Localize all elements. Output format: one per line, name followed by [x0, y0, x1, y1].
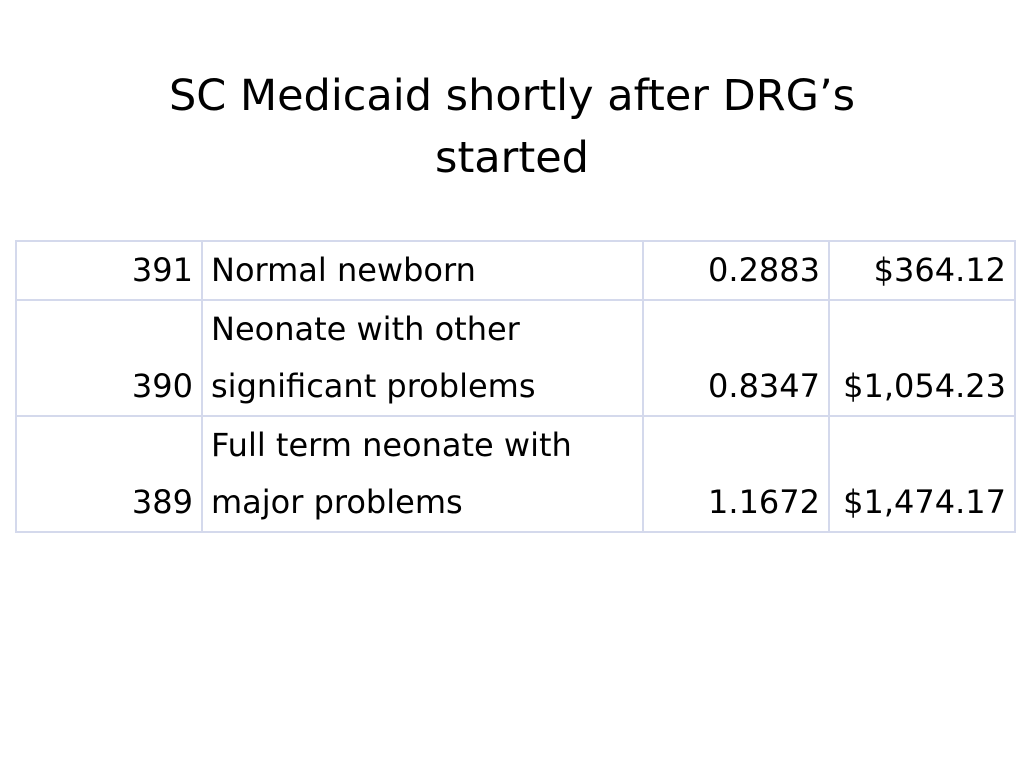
drg-code-cell: 390	[15, 299, 203, 417]
drg-rate-cell: $1,054.23	[828, 299, 1016, 417]
drg-weight-cell: 0.2883	[642, 240, 830, 301]
drg-description-cell: Normal newborn	[201, 240, 644, 301]
drg-table: 391 Normal newborn 0.2883 $364.12 390 Ne…	[15, 240, 1016, 533]
drg-description-cell: Neonate with other significant problems	[201, 299, 644, 417]
drg-weight-cell: 0.8347	[642, 299, 830, 417]
drg-rate-cell: $1,474.17	[828, 415, 1016, 533]
slide-title: SC Medicaid shortly after DRG’s started	[0, 65, 1024, 189]
drg-weight-cell: 1.1672	[642, 415, 830, 533]
table-row: 391 Normal newborn 0.2883 $364.12	[15, 240, 1016, 301]
drg-code-cell: 389	[15, 415, 203, 533]
drg-rate-cell: $364.12	[828, 240, 1016, 301]
slide-title-line-2: started	[435, 132, 589, 183]
table-row: 390 Neonate with other significant probl…	[15, 299, 1016, 417]
drg-description-cell: Full term neonate with major problems	[201, 415, 644, 533]
drg-code-cell: 391	[15, 240, 203, 301]
slide-title-line-1: SC Medicaid shortly after DRG’s	[168, 70, 856, 121]
table-row: 389 Full term neonate with major problem…	[15, 415, 1016, 533]
